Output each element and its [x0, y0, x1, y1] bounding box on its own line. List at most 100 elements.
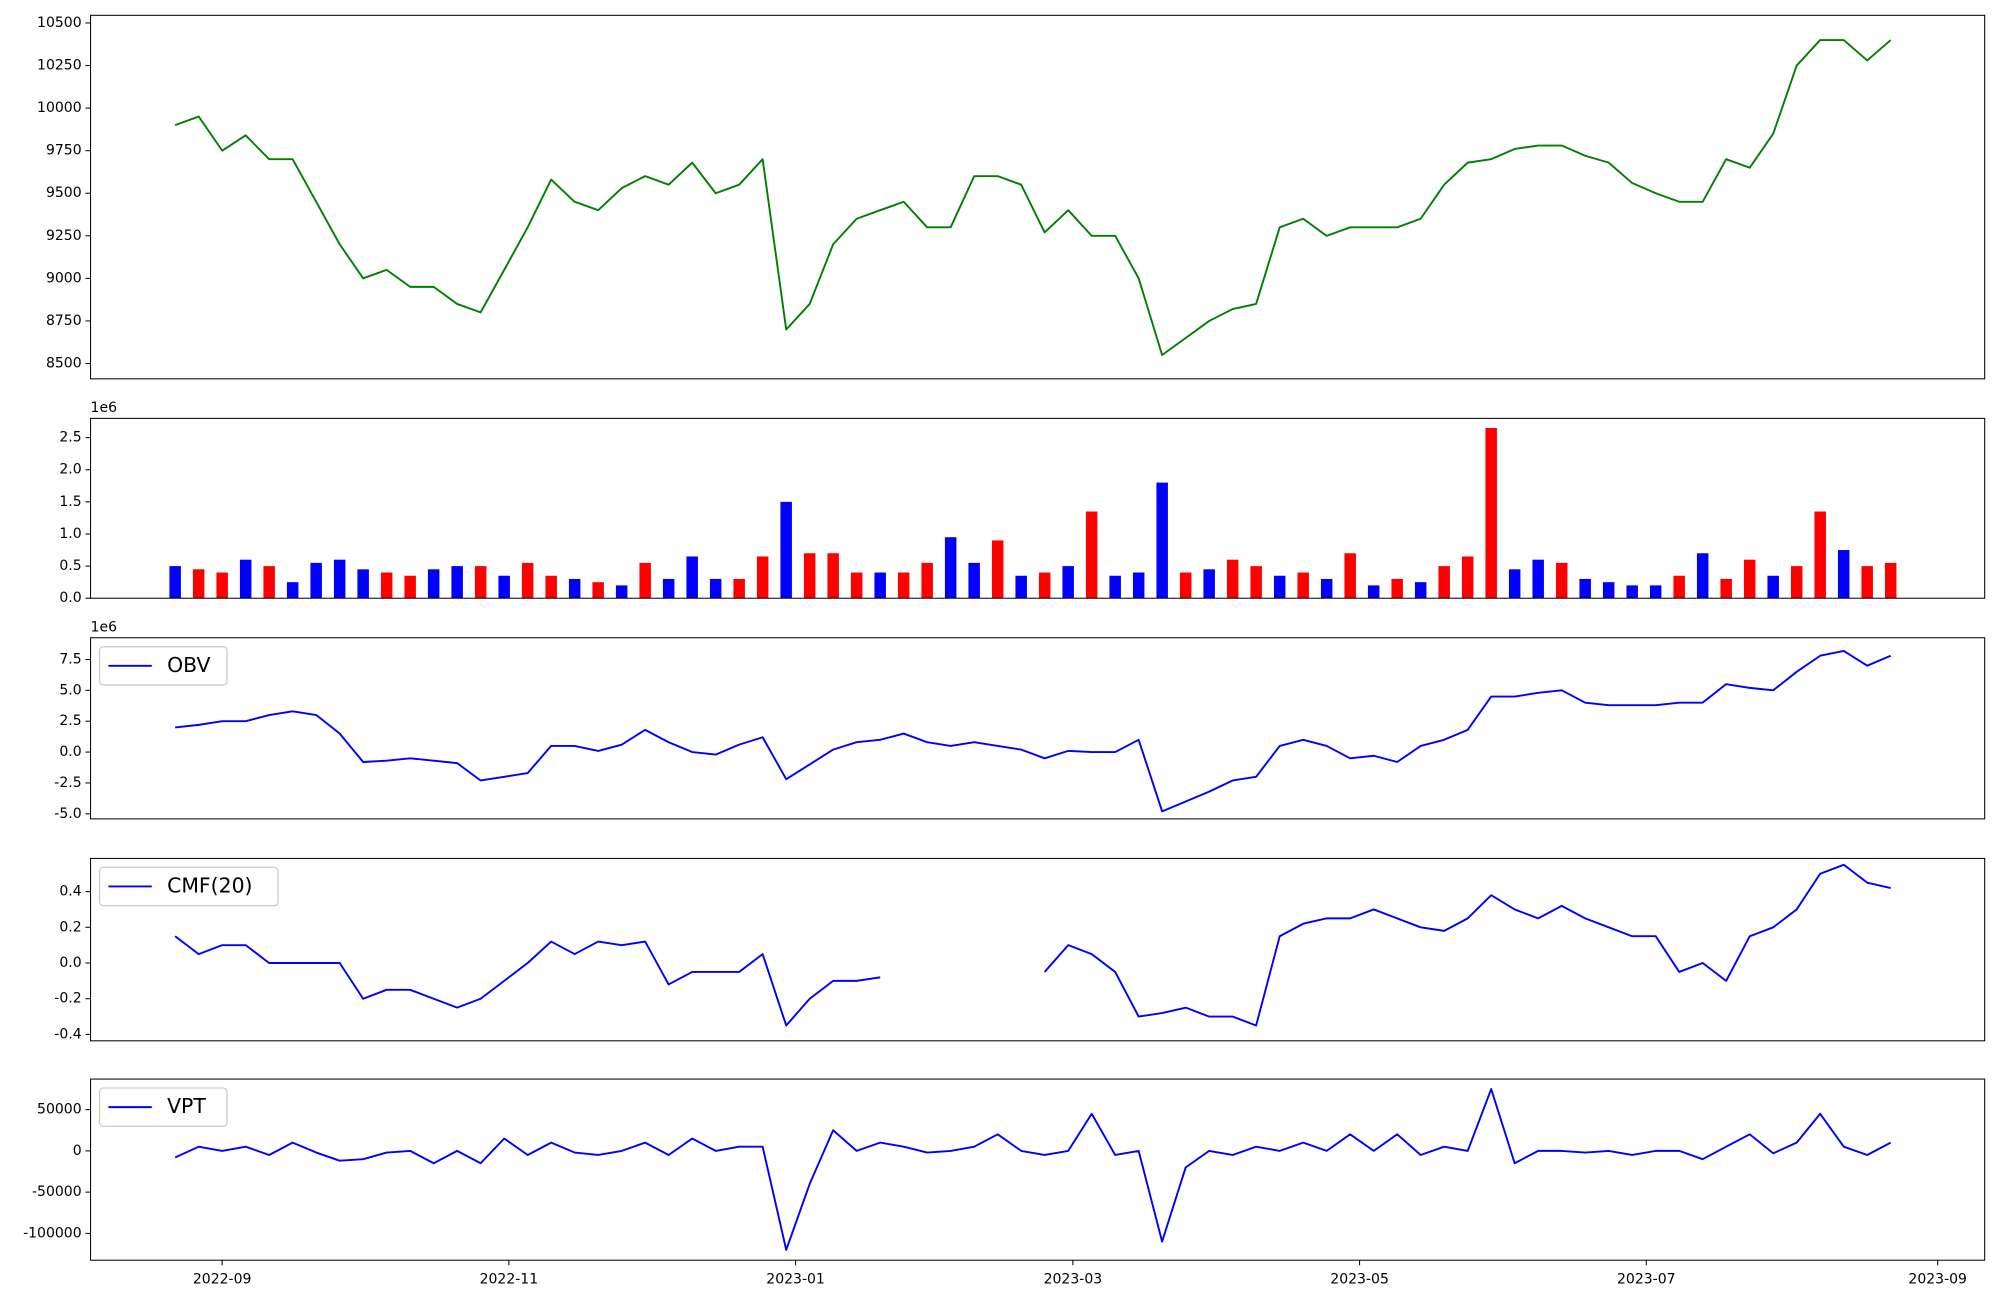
y-tick-label: 2.0: [59, 462, 81, 478]
y-tick-label: 9250: [46, 228, 82, 244]
bar: [357, 569, 369, 599]
bar: [709, 578, 722, 599]
y-tick-label: -0.4: [54, 1026, 81, 1042]
bar: [1062, 566, 1074, 599]
bar: [1414, 582, 1427, 599]
bar: [216, 572, 228, 599]
bar: [639, 562, 651, 599]
y-tick-label: 1.5: [59, 494, 81, 510]
y-tick-label: -5.0: [54, 806, 81, 822]
x-tick-label: 2023-09: [1908, 1271, 1967, 1287]
x-tick-label: 2022-09: [193, 1271, 252, 1287]
y-tick-label: -100000: [23, 1225, 82, 1241]
bar: [286, 582, 299, 599]
x-tick-label: 2022-11: [480, 1271, 539, 1287]
plot-frame: [90, 14, 1986, 380]
bar: [991, 540, 1004, 599]
bar: [1038, 572, 1051, 599]
bar: [404, 575, 416, 599]
bar: [1673, 575, 1685, 599]
y-tick-label: -50000: [32, 1184, 82, 1200]
bar: [1015, 575, 1027, 599]
legend-label: VPT: [167, 1094, 206, 1118]
bar: [1649, 585, 1662, 599]
bar: [1179, 572, 1192, 599]
y-tick-label: 2.5: [59, 713, 81, 729]
bar: [780, 501, 792, 599]
legend-label: OBV: [167, 653, 210, 677]
bar: [1156, 482, 1168, 599]
x-tick-label: 2023-01: [766, 1271, 825, 1287]
line: [174, 1088, 1892, 1251]
y-tick-label: 8750: [46, 313, 82, 329]
bar: [1203, 569, 1215, 599]
bar: [310, 562, 322, 599]
legend-box: [98, 1087, 228, 1127]
bar: [1790, 566, 1803, 599]
bar: [1884, 562, 1897, 599]
bar: [1109, 575, 1121, 599]
x-tick-label: 2023-05: [1330, 1271, 1389, 1287]
offset-label: 1e6: [91, 620, 118, 636]
bar: [1555, 562, 1568, 599]
bar: [1602, 582, 1615, 599]
plot-frame: [90, 1078, 1986, 1261]
line: [174, 863, 1891, 1027]
bar: [1508, 569, 1521, 599]
bar: [897, 572, 910, 599]
plot-frame: [90, 417, 1986, 599]
y-tick-label: 0: [73, 1143, 82, 1159]
y-tick-label: 0.0: [59, 590, 81, 606]
bar: [498, 575, 510, 599]
x-tick-label: 2023-03: [1044, 1271, 1103, 1287]
bar: [380, 572, 393, 599]
bar: [944, 537, 957, 599]
bar: [169, 566, 181, 599]
bar: [921, 562, 933, 599]
bar: [1485, 428, 1497, 599]
y-tick-label: 0.4: [59, 884, 81, 900]
bar: [1579, 578, 1591, 599]
bar: [874, 572, 886, 599]
bar: [1814, 511, 1826, 599]
line: [174, 39, 1892, 356]
line: [175, 649, 1892, 813]
bar: [333, 559, 346, 599]
y-tick-label: 9500: [46, 185, 82, 201]
plot-frame: [90, 857, 1986, 1042]
y-tick-label: -0.2: [54, 991, 81, 1007]
legend-box: [98, 866, 279, 907]
bar: [1438, 566, 1450, 599]
bar: [592, 582, 604, 599]
bar: [451, 566, 463, 599]
bar: [827, 553, 839, 599]
y-tick-label: 0.0: [59, 955, 81, 971]
y-tick-label: 9000: [46, 270, 82, 286]
bar: [1720, 578, 1732, 599]
bar: [1837, 550, 1850, 599]
bar: [1297, 572, 1309, 599]
bar: [427, 569, 440, 599]
y-tick-label: -2.5: [54, 775, 81, 791]
bar: [615, 585, 628, 599]
bar: [263, 566, 275, 599]
bar: [239, 559, 252, 599]
bar: [1273, 575, 1286, 599]
y-tick-label: 0.5: [59, 558, 81, 574]
x-tick-label: 2023-07: [1617, 1271, 1676, 1287]
bar: [968, 562, 980, 599]
y-tick-label: 0.2: [59, 919, 81, 935]
bar: [521, 562, 534, 599]
bar: [568, 578, 581, 599]
bar: [1344, 553, 1356, 599]
bar: [850, 572, 863, 599]
bar: [1461, 556, 1474, 599]
bar: [1250, 566, 1262, 599]
y-tick-label: 50000: [37, 1102, 82, 1118]
bar: [545, 575, 557, 599]
bar: [1696, 553, 1709, 599]
bar: [686, 556, 698, 599]
y-tick-label: 10250: [37, 58, 82, 74]
